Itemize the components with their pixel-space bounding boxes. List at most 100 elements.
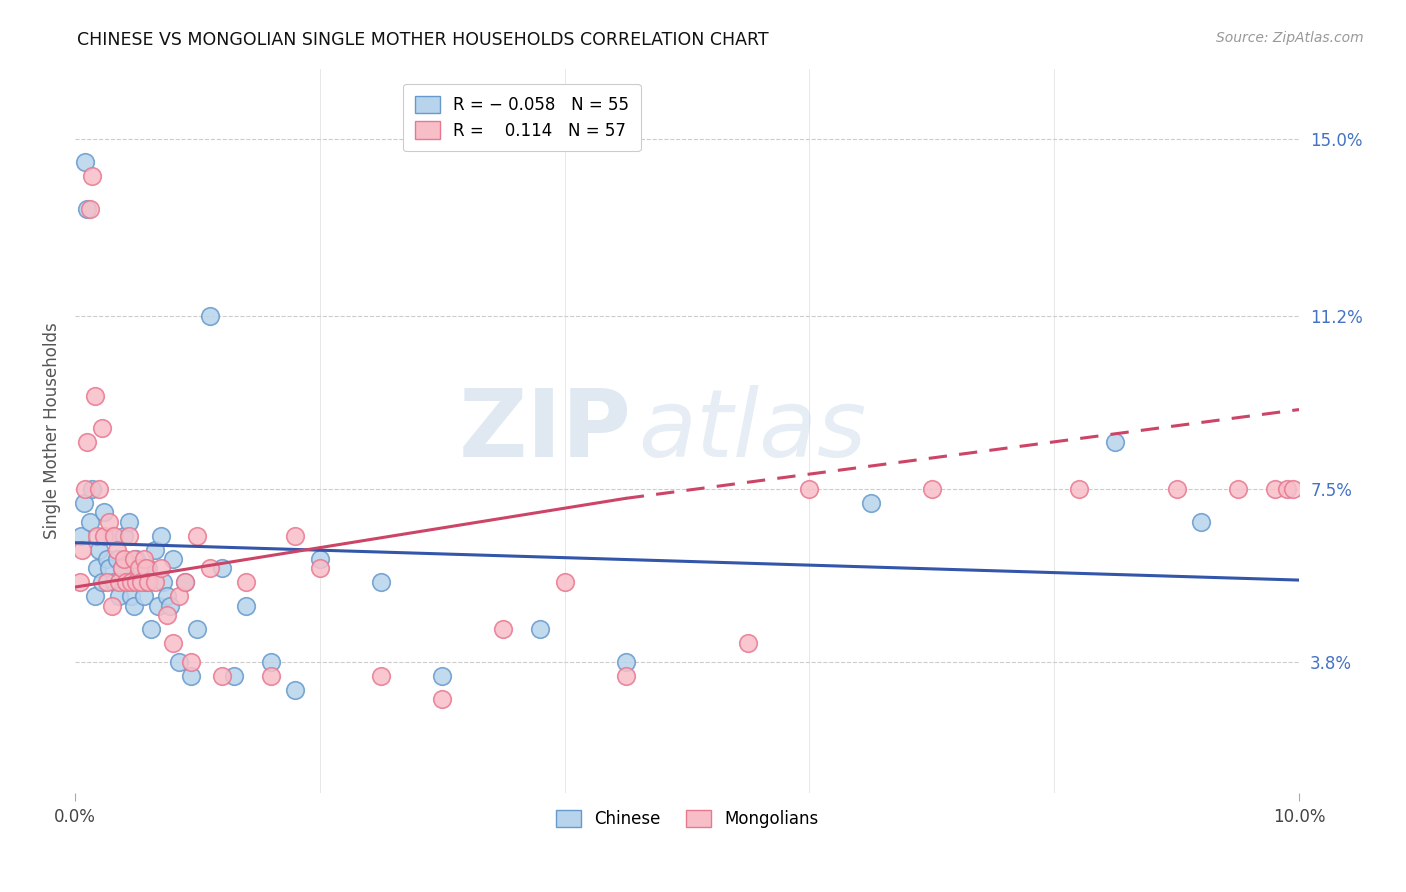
Point — [198, 561, 221, 575]
Point — [115, 575, 138, 590]
Point — [235, 575, 257, 590]
Point — [125, 552, 148, 566]
Point — [112, 529, 135, 543]
Point — [76, 435, 98, 450]
Point — [132, 552, 155, 566]
Point — [138, 561, 160, 575]
Point — [108, 575, 131, 590]
Point — [105, 542, 128, 557]
Point — [110, 561, 132, 575]
Point — [284, 529, 307, 543]
Point — [79, 202, 101, 216]
Point — [1263, 482, 1285, 496]
Text: atlas: atlas — [638, 385, 866, 476]
Point — [86, 529, 108, 543]
Point — [118, 529, 141, 543]
Point — [139, 622, 162, 636]
Point — [162, 636, 184, 650]
Text: ZIP: ZIP — [458, 384, 631, 476]
Point — [149, 529, 172, 543]
Point — [198, 309, 221, 323]
Point — [1189, 515, 1212, 529]
Point — [148, 599, 170, 613]
Point — [308, 561, 330, 575]
Point — [132, 590, 155, 604]
Point — [167, 590, 190, 604]
Point — [156, 608, 179, 623]
Point — [149, 561, 172, 575]
Point — [260, 655, 283, 669]
Point — [82, 169, 104, 183]
Point — [91, 421, 114, 435]
Point — [614, 655, 637, 669]
Point — [554, 575, 576, 590]
Point — [143, 575, 166, 590]
Point — [83, 590, 105, 604]
Point — [70, 529, 93, 543]
Point — [93, 529, 115, 543]
Point — [89, 542, 111, 557]
Point — [284, 682, 307, 697]
Point — [180, 669, 202, 683]
Point — [156, 590, 179, 604]
Point — [167, 655, 190, 669]
Point — [110, 561, 132, 575]
Point — [73, 155, 96, 169]
Point — [211, 669, 233, 683]
Point — [98, 561, 121, 575]
Point — [370, 669, 392, 683]
Point — [308, 552, 330, 566]
Point — [89, 482, 111, 496]
Point — [93, 505, 115, 519]
Point — [72, 496, 94, 510]
Point — [1275, 482, 1298, 496]
Point — [76, 202, 98, 216]
Point — [186, 529, 208, 543]
Point — [128, 561, 150, 575]
Point — [159, 599, 181, 613]
Point — [79, 515, 101, 529]
Text: Source: ZipAtlas.com: Source: ZipAtlas.com — [1216, 31, 1364, 45]
Point — [1166, 482, 1188, 496]
Point — [224, 669, 246, 683]
Point — [1104, 435, 1126, 450]
Point — [98, 515, 121, 529]
Point — [859, 496, 882, 510]
Point — [69, 575, 91, 590]
Point — [135, 561, 157, 575]
Point — [180, 655, 202, 669]
Point — [100, 529, 122, 543]
Legend: Chinese, Mongolians: Chinese, Mongolians — [550, 804, 825, 835]
Point — [83, 388, 105, 402]
Point — [737, 636, 759, 650]
Point — [82, 482, 104, 496]
Point — [103, 529, 125, 543]
Point — [799, 482, 821, 496]
Point — [120, 590, 142, 604]
Point — [174, 575, 197, 590]
Point — [72, 542, 94, 557]
Point — [129, 575, 152, 590]
Point — [174, 575, 197, 590]
Point — [73, 482, 96, 496]
Point — [138, 575, 160, 590]
Point — [115, 575, 138, 590]
Point — [492, 622, 515, 636]
Point — [1067, 482, 1090, 496]
Point — [108, 590, 131, 604]
Point — [260, 669, 283, 683]
Point — [432, 669, 454, 683]
Point — [112, 552, 135, 566]
Point — [135, 575, 157, 590]
Point — [96, 575, 118, 590]
Point — [235, 599, 257, 613]
Point — [614, 669, 637, 683]
Point — [105, 552, 128, 566]
Point — [1226, 482, 1249, 496]
Point — [162, 552, 184, 566]
Point — [96, 552, 118, 566]
Point — [432, 692, 454, 706]
Point — [370, 575, 392, 590]
Point — [125, 575, 148, 590]
Point — [120, 575, 142, 590]
